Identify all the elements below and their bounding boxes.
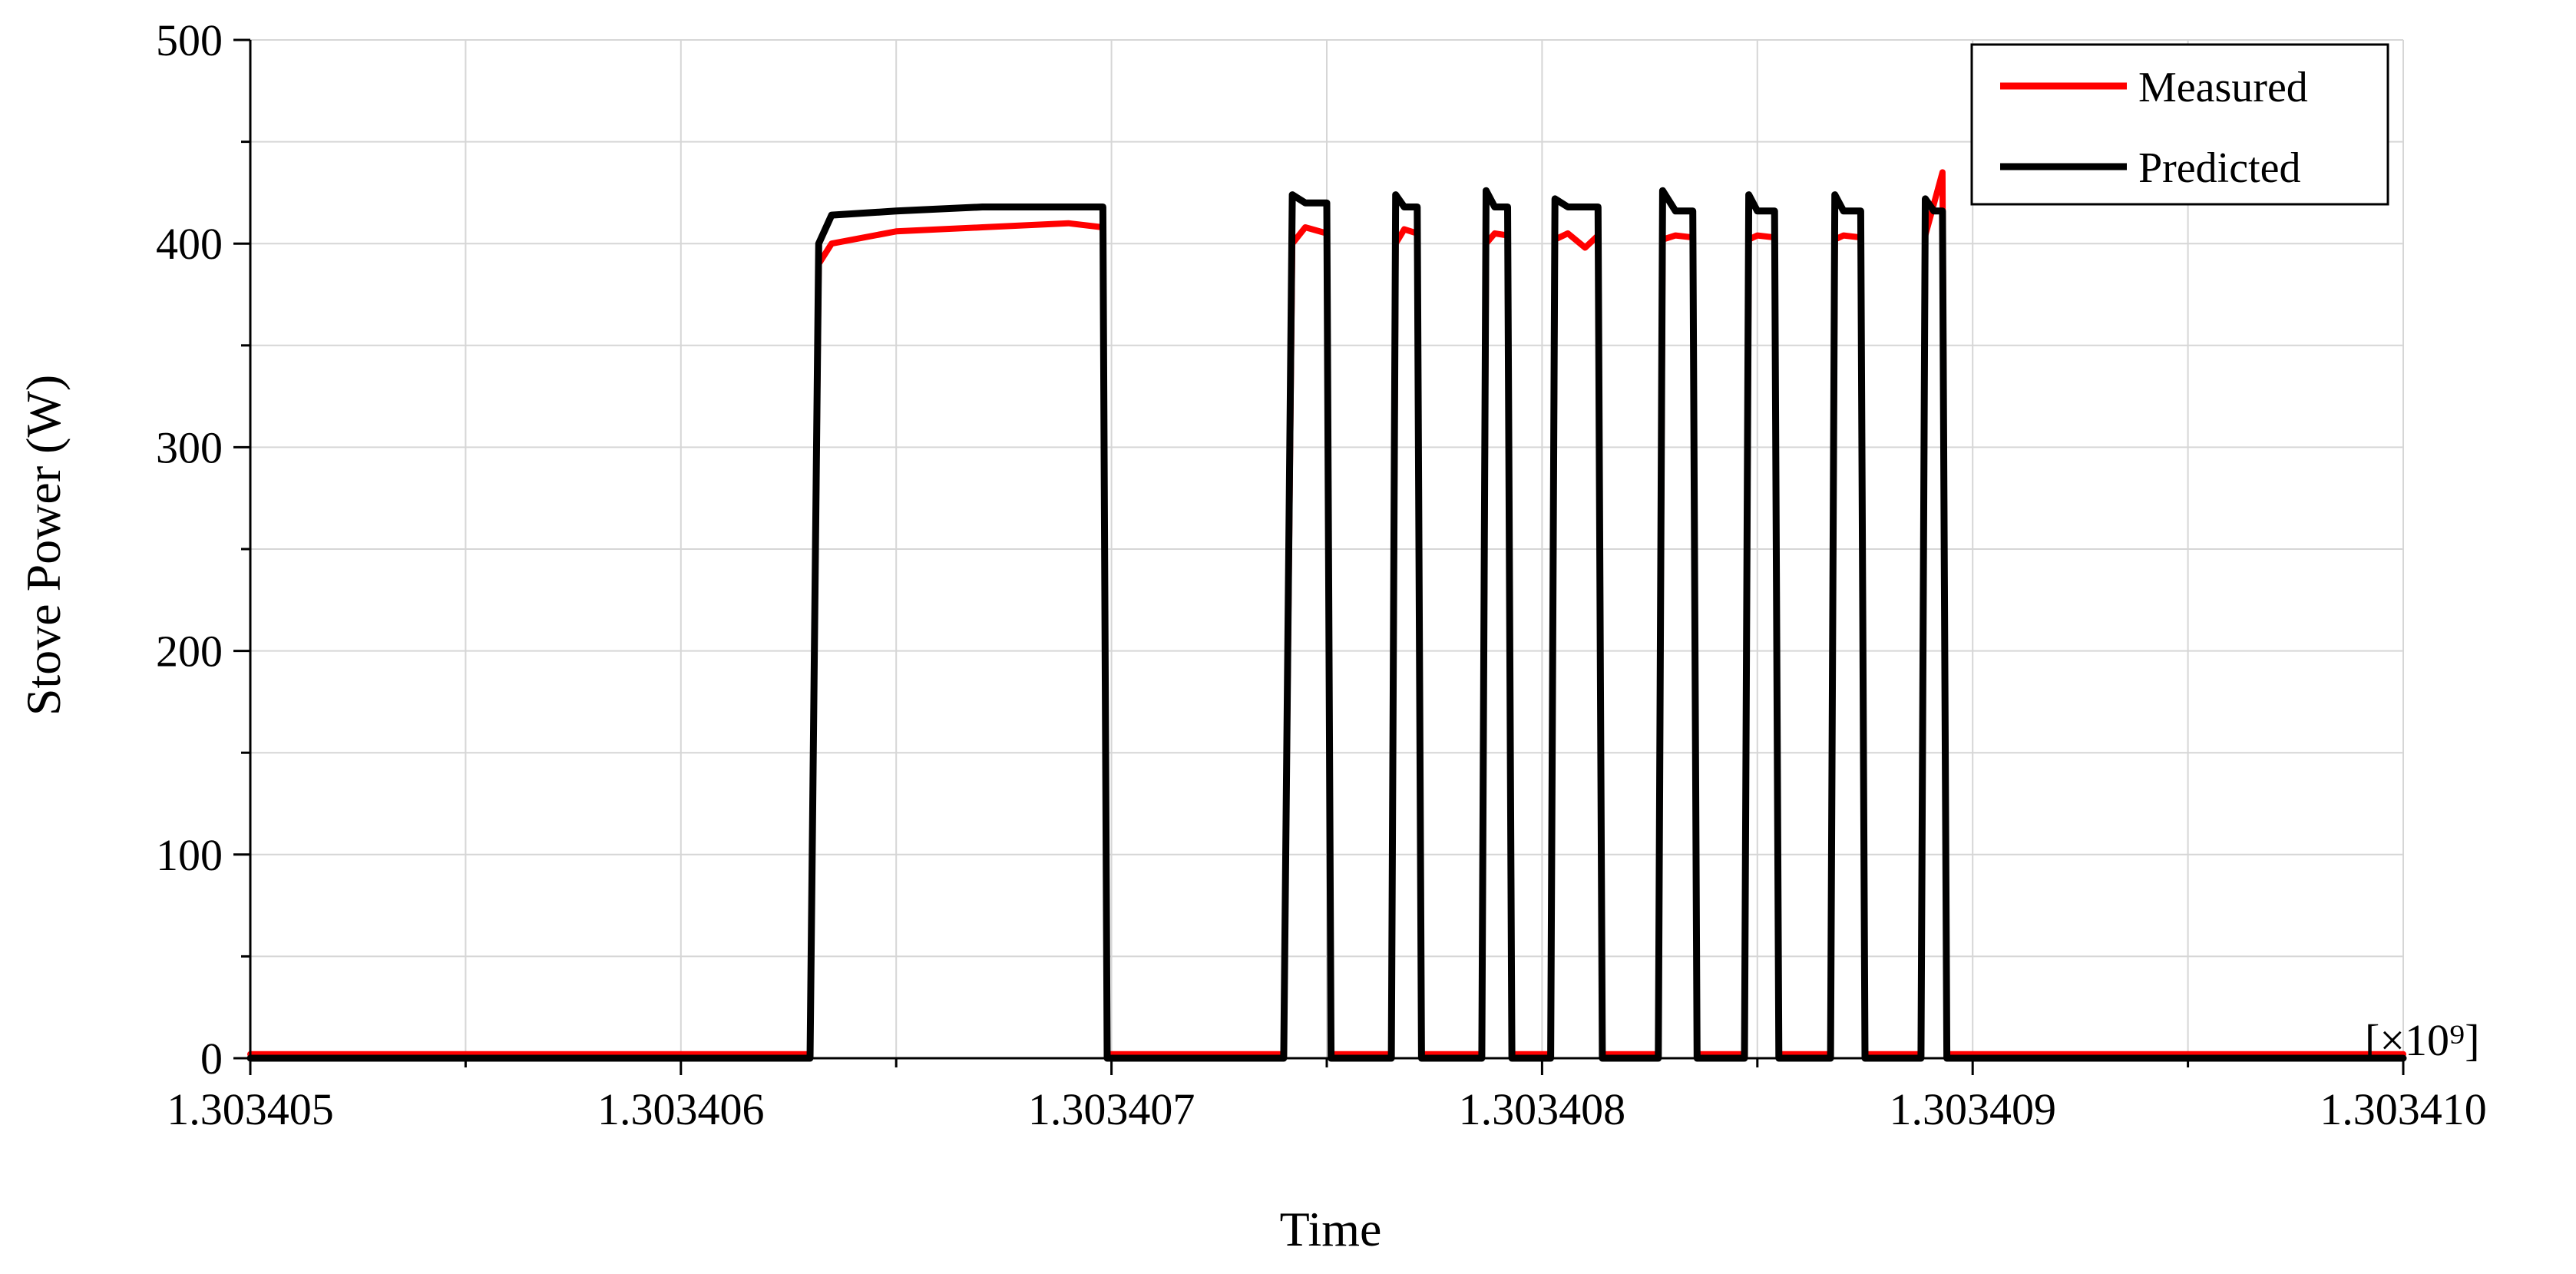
y-axis-title: Stove Power (W) [16, 375, 71, 716]
y-tick-label: 500 [156, 15, 223, 65]
x-ticks: 1.303405 1.303406 1.303407 1.303408 1.303409… [167, 1058, 2487, 1134]
y-tick-label: 400 [156, 219, 223, 269]
x-tick-label: 1.303409 [1889, 1084, 2056, 1134]
legend-box [1970, 43, 2389, 206]
legend: Measured Predicted [1970, 43, 2389, 206]
y-tick-label: 0 [200, 1034, 223, 1084]
x-tick-label: 1.303407 [1028, 1084, 1195, 1134]
y-tick-label: 200 [156, 627, 223, 677]
x-tick-label: 1.303405 [167, 1084, 334, 1134]
x-tick-label: 1.303408 [1459, 1084, 1626, 1134]
legend-label-measured: Measured [2138, 64, 2308, 111]
y-tick-label: 300 [156, 422, 223, 472]
x-tick-label: 1.303410 [2320, 1084, 2487, 1134]
x-axis-title: Time [1280, 1202, 1382, 1256]
x-multiplier-label: [×10⁹] [2365, 1015, 2480, 1065]
y-tick-label: 100 [156, 830, 223, 880]
y-ticks: 0 100 200 300 400 500 [156, 15, 250, 1084]
x-tick-label: 1.303406 [597, 1084, 765, 1134]
legend-label-predicted: Predicted [2138, 144, 2300, 192]
